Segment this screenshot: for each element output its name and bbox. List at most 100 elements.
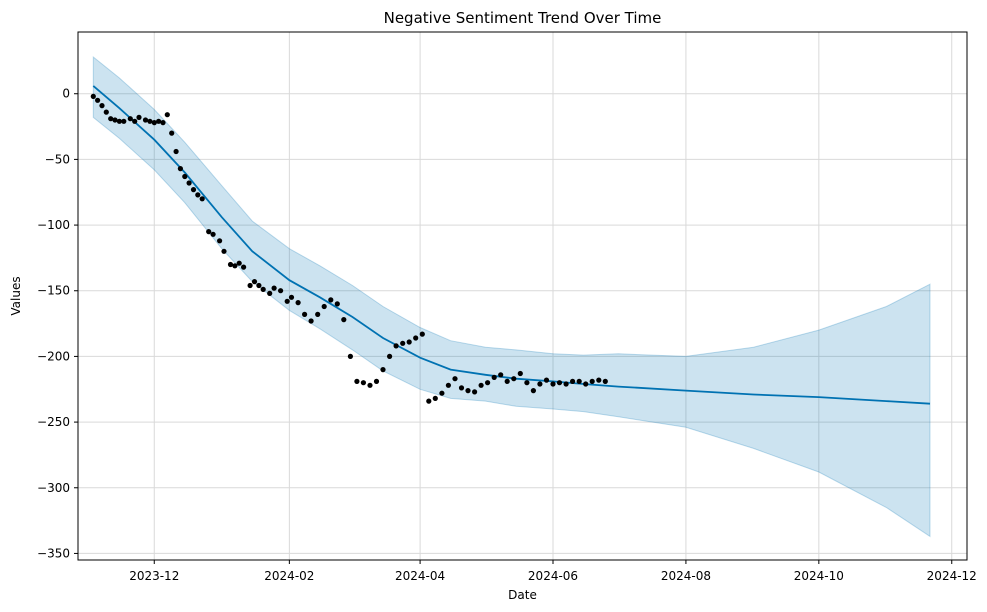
observed-point	[186, 180, 192, 186]
observed-point	[241, 264, 247, 270]
observed-point	[90, 93, 96, 99]
observed-point	[602, 378, 608, 384]
y-tick-label: −100	[37, 218, 70, 232]
observed-point	[221, 248, 227, 254]
x-tick-label: 2024-10	[794, 569, 844, 583]
observed-point	[112, 117, 118, 123]
observed-point	[147, 118, 153, 124]
observed-point	[485, 380, 491, 386]
observed-point	[195, 192, 201, 198]
observed-point	[596, 377, 602, 383]
observed-point	[315, 311, 321, 317]
x-tick-label: 2024-12	[927, 569, 977, 583]
observed-point	[570, 378, 576, 384]
observed-point	[160, 120, 166, 126]
observed-point	[524, 380, 530, 386]
observed-point	[232, 263, 238, 269]
observed-point	[271, 285, 277, 291]
observed-point	[550, 381, 556, 387]
observed-point	[452, 376, 458, 382]
observed-point	[288, 294, 295, 300]
observed-point	[116, 118, 122, 124]
observed-point	[347, 353, 353, 359]
observed-point	[127, 116, 133, 122]
observed-point	[432, 395, 438, 401]
observed-point	[472, 389, 478, 395]
y-tick-label: −200	[37, 349, 70, 363]
observed-point	[121, 118, 127, 124]
chart-title: Negative Sentiment Trend Over Time	[384, 9, 662, 27]
observed-point	[400, 340, 406, 346]
observed-point	[491, 374, 497, 380]
uncertainty-band	[92, 55, 931, 538]
observed-point	[576, 378, 582, 384]
observed-point	[563, 381, 569, 387]
observed-point	[393, 343, 399, 349]
observed-point	[267, 290, 273, 296]
observed-point	[99, 103, 105, 109]
observed-point	[517, 370, 523, 377]
observed-point	[426, 398, 432, 404]
observed-point	[439, 390, 445, 396]
observed-point	[132, 118, 138, 124]
observed-point	[108, 116, 114, 122]
observed-point	[199, 196, 205, 202]
x-tick-label: 2024-06	[528, 569, 578, 583]
plot-frame	[77, 31, 968, 561]
observed-point	[380, 367, 386, 373]
observed-point	[465, 388, 471, 394]
observed-point	[530, 388, 537, 394]
observed-point	[95, 97, 101, 103]
observed-point	[543, 377, 550, 383]
observed-point	[419, 331, 425, 337]
observed-point	[236, 260, 242, 266]
observed-point	[360, 380, 366, 386]
observed-point	[251, 279, 258, 285]
grid-layer	[78, 32, 967, 560]
y-tick-label: −50	[45, 152, 70, 166]
observed-point	[354, 378, 360, 384]
y-tick-label: 0	[62, 87, 70, 101]
observed-point	[373, 378, 380, 384]
x-axis: 2023-12 2024-02 2024-04 2024-06 2024-08 2024-…	[129, 560, 977, 583]
x-tick-label: 2023-12	[129, 569, 179, 583]
observed-point	[206, 229, 212, 235]
y-tick-label: −150	[37, 284, 70, 298]
observed-point	[256, 282, 262, 289]
observed-point	[182, 173, 188, 180]
observed-point	[504, 378, 510, 384]
observed-point	[511, 376, 517, 382]
x-tick-label: 2024-02	[264, 569, 314, 583]
y-axis-label: Values	[9, 276, 23, 315]
forecast-line	[92, 85, 931, 405]
observed-point	[177, 166, 183, 172]
y-tick-label: −250	[37, 415, 70, 429]
observed-point	[413, 335, 419, 341]
observed-point	[247, 282, 253, 289]
observed-point	[169, 130, 175, 136]
observed-point	[458, 385, 465, 391]
observed-point	[164, 112, 170, 118]
observed-point	[260, 286, 266, 292]
observed-point	[173, 148, 179, 155]
y-axis: 0 −50 −100 −150 −200 −250 −300 −350	[37, 87, 78, 560]
x-axis-label: Date	[508, 588, 537, 602]
observed-point	[321, 303, 327, 310]
observed-point	[142, 117, 149, 123]
observed-point	[341, 317, 347, 323]
observed-point	[151, 120, 157, 126]
observed-point	[308, 318, 314, 324]
observed-point	[387, 353, 393, 359]
observed-point	[556, 380, 563, 386]
uncertainty-layer	[92, 55, 931, 538]
observed-point	[367, 382, 373, 388]
observed-point	[302, 311, 308, 317]
y-tick-label: −300	[37, 481, 70, 495]
observed-point	[136, 114, 142, 120]
observed-points-layer	[90, 93, 608, 404]
observed-point	[537, 381, 543, 387]
observed-point	[156, 118, 162, 124]
observed-point	[190, 187, 197, 193]
